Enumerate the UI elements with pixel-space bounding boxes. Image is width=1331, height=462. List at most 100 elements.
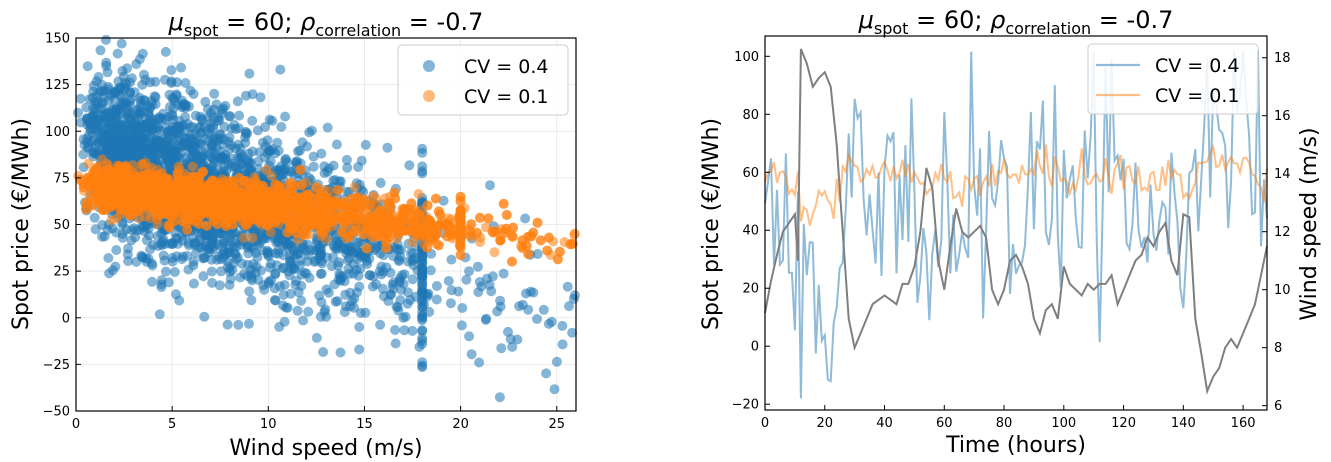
scatter-point — [206, 266, 217, 277]
scatter-point — [145, 135, 155, 146]
scatter-point — [243, 148, 254, 159]
scatter-point — [496, 343, 507, 354]
scatter-point — [132, 131, 142, 142]
scatter-point — [166, 76, 177, 87]
scatter-point — [345, 301, 356, 312]
scatter-point — [89, 212, 100, 223]
scatter-point — [413, 189, 424, 199]
scatter-point — [417, 161, 428, 172]
scatter-point — [455, 250, 466, 261]
scatter-point — [542, 245, 553, 256]
scatter-point — [246, 295, 257, 306]
scatter-point — [292, 156, 303, 167]
scatter-point — [91, 99, 102, 109]
scatter-point — [225, 111, 236, 122]
scatter-point — [473, 287, 484, 298]
scatter-point — [199, 149, 210, 160]
scatter-point — [166, 65, 177, 76]
scatter-point — [340, 289, 351, 300]
scatter-point — [438, 195, 449, 206]
scatter-point — [257, 203, 268, 214]
scatter-point — [417, 333, 428, 344]
scatter-point — [445, 298, 456, 309]
scatter-point — [82, 61, 93, 72]
scatter-point — [296, 295, 307, 306]
scatter-point — [567, 238, 578, 249]
scatter-point — [269, 283, 280, 294]
scatter-point — [435, 209, 446, 220]
scatter-point — [567, 327, 578, 338]
scatter-point — [446, 285, 457, 296]
scatter-title-mid: = 60; — [218, 8, 300, 36]
scatter-point — [96, 110, 107, 121]
scatter-point — [328, 240, 339, 251]
scatter-point — [293, 146, 303, 157]
scatter-point — [308, 151, 319, 162]
scatter-point — [101, 34, 111, 45]
scatter-point — [316, 148, 327, 159]
scatter-point — [257, 137, 268, 148]
scatter-title-tail: = -0.7 — [401, 8, 483, 36]
scatter-point — [376, 269, 387, 280]
scatter-point — [375, 178, 386, 188]
scatter-point — [363, 224, 374, 235]
scatter-point — [235, 143, 246, 154]
scatter-point — [156, 238, 167, 249]
scatter-point — [208, 154, 219, 165]
scatter-point — [82, 142, 93, 153]
scatter-point — [126, 150, 137, 161]
scatter-point — [332, 296, 343, 307]
scatter-point — [181, 137, 191, 148]
scatter-point — [122, 63, 133, 74]
scatter-point — [333, 185, 343, 196]
scatter-point — [422, 291, 433, 302]
scatter-point — [365, 270, 376, 281]
scatter-point — [339, 276, 350, 287]
scatter-point — [335, 347, 346, 358]
scatter-point — [302, 256, 313, 267]
scatter-point — [238, 232, 249, 243]
scatter-point — [498, 198, 509, 209]
scatter-title-rho-sub: correlation — [315, 21, 401, 40]
scatter-point — [232, 96, 243, 107]
scatter-point — [318, 347, 329, 357]
scatter-point — [242, 259, 253, 270]
scatter-point — [501, 210, 512, 220]
scatter-point — [417, 270, 428, 281]
scatter-point — [152, 218, 163, 229]
scatter-point — [180, 78, 191, 88]
scatter-point — [179, 99, 190, 110]
scatter-point — [116, 38, 127, 49]
scatter-point — [569, 290, 580, 301]
scatter-point — [407, 325, 418, 336]
scatter-point — [174, 295, 185, 306]
scatter-point — [472, 227, 482, 238]
scatter-point — [112, 165, 123, 176]
scatter-point — [417, 147, 428, 158]
scatter-point — [200, 133, 210, 144]
scatter-point — [417, 325, 428, 336]
scatter-point — [200, 96, 211, 107]
scatter-point — [425, 265, 436, 276]
scatter-point — [116, 99, 127, 110]
scatter-point — [466, 349, 477, 360]
scatter-point — [156, 282, 167, 293]
scatter-point — [209, 88, 220, 99]
scatter-point — [243, 248, 254, 259]
scatter-point — [176, 62, 187, 73]
scatter-point — [433, 240, 444, 251]
scatter-point — [507, 341, 518, 352]
scatter-point — [298, 315, 309, 326]
scatter-point — [404, 160, 415, 171]
scatter-point — [491, 226, 502, 237]
scatter-point — [348, 268, 359, 279]
scatter-point — [160, 266, 171, 277]
scatter-point — [229, 119, 240, 130]
scatter-point — [296, 269, 307, 280]
scatter-point — [532, 217, 543, 228]
scatter-point — [170, 135, 181, 146]
scatter-point — [113, 76, 124, 87]
scatter-point — [264, 146, 275, 157]
scatter-point — [217, 153, 228, 164]
scatter-point — [269, 295, 280, 305]
